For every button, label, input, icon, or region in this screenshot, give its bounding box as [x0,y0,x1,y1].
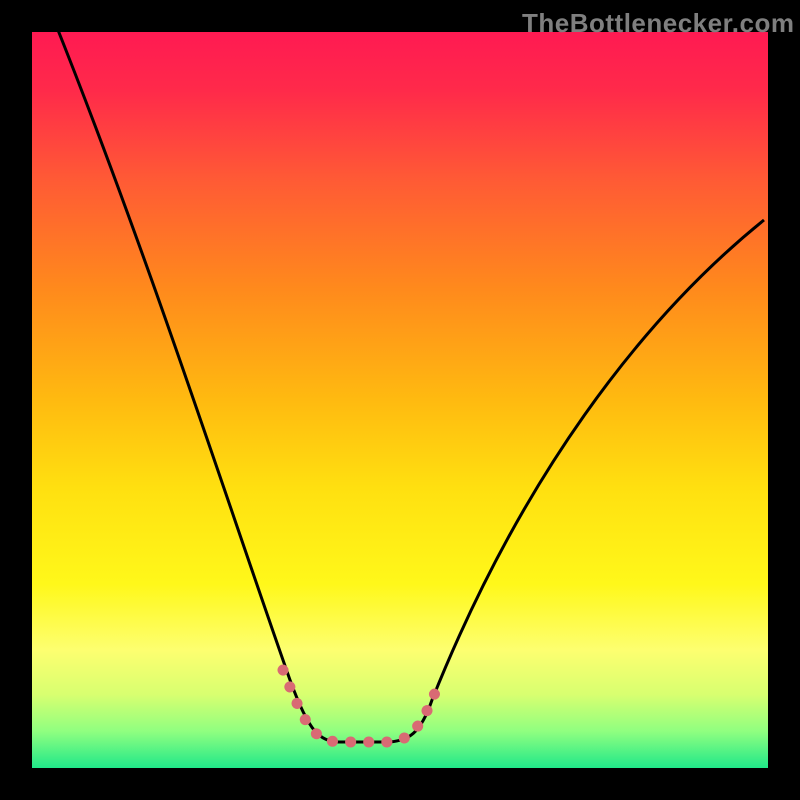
watermark-text: TheBottlenecker.com [522,8,794,39]
plot-area [32,32,768,768]
